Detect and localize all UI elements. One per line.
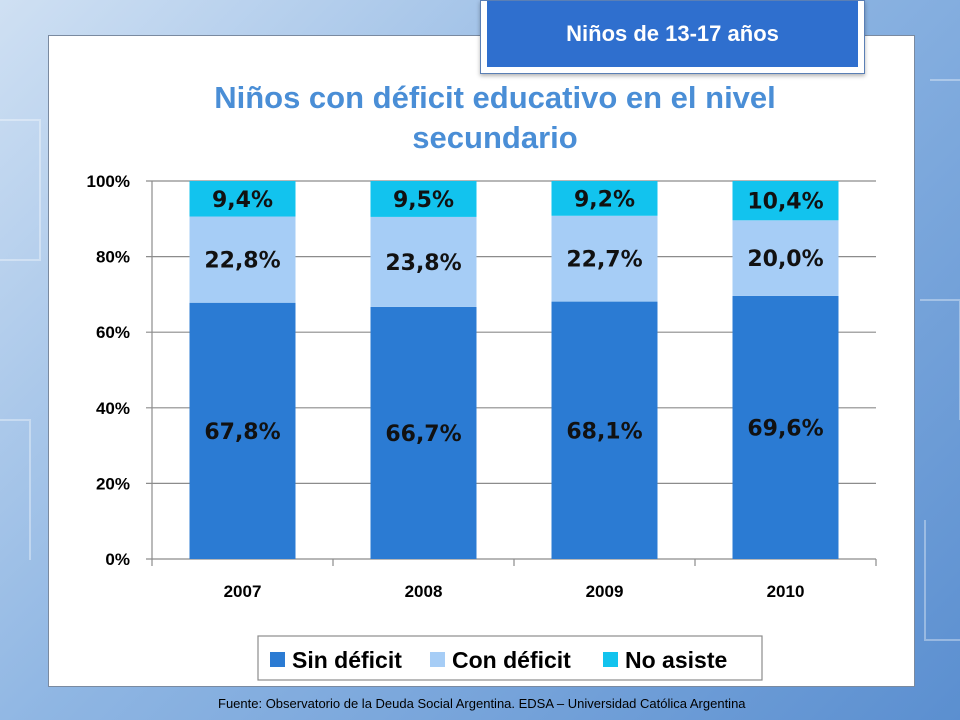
data-label: 22,8% <box>204 249 280 274</box>
legend-swatch <box>270 652 285 667</box>
bar-con-deficit <box>370 216 477 307</box>
bar-con-deficit <box>189 216 296 303</box>
legend-label: Sin déficit <box>292 647 402 673</box>
legend-label: Con déficit <box>452 647 571 673</box>
data-label: 67,8% <box>204 420 280 445</box>
x-tick-label: 2007 <box>224 582 262 601</box>
x-tick-label: 2008 <box>405 582 443 601</box>
legend-swatch <box>603 652 618 667</box>
y-tick-label: 100% <box>87 172 130 191</box>
data-label: 66,7% <box>385 422 461 447</box>
source-note: Fuente: Observatorio de la Deuda Social … <box>218 696 746 711</box>
legend-swatch <box>430 652 445 667</box>
legend-label: No asiste <box>625 647 727 673</box>
bar-no-asiste <box>732 181 839 221</box>
bar-sin-deficit <box>551 301 658 559</box>
data-label: 23,8% <box>385 251 461 276</box>
data-label: 9,5% <box>393 188 454 213</box>
y-tick-label: 0% <box>105 550 130 569</box>
bar-sin-deficit <box>370 306 477 559</box>
bar-sin-deficit <box>189 302 296 559</box>
y-tick-label: 80% <box>96 248 130 267</box>
data-label: 10,4% <box>747 190 823 215</box>
data-label: 9,4% <box>212 188 273 213</box>
bar-no-asiste <box>189 181 296 217</box>
data-label: 9,2% <box>574 187 635 212</box>
bar-sin-deficit <box>732 295 839 559</box>
bar-con-deficit <box>551 215 658 302</box>
y-tick-label: 40% <box>96 399 130 418</box>
y-tick-label: 20% <box>96 474 130 493</box>
legend-box <box>257 635 763 681</box>
bar-no-asiste <box>551 181 658 216</box>
x-tick-label: 2009 <box>586 582 624 601</box>
age-group-badge: Niños de 13-17 años <box>480 0 865 74</box>
bar-no-asiste <box>370 181 477 217</box>
data-label: 68,1% <box>566 419 642 444</box>
data-label: 20,0% <box>747 247 823 272</box>
chart-title: Niños con déficit educativo en el nivel … <box>214 80 776 155</box>
age-group-badge-label: Niños de 13-17 años <box>487 1 858 67</box>
bar-con-deficit <box>732 220 839 296</box>
data-label: 69,6% <box>747 416 823 441</box>
data-label: 22,7% <box>566 248 642 273</box>
x-tick-label: 2010 <box>767 582 805 601</box>
y-tick-label: 60% <box>96 323 130 342</box>
